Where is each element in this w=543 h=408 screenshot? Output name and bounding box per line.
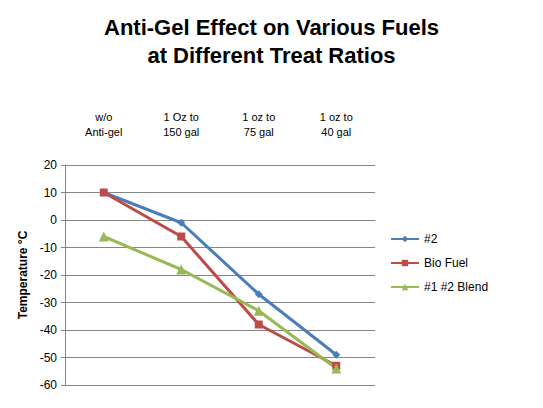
svg-text:1 Oz to: 1 Oz to [164,111,199,123]
svg-text:w/o: w/o [94,111,112,123]
svg-text:1 oz to: 1 oz to [320,111,353,123]
svg-text:-10: -10 [40,241,58,255]
svg-text:#2: #2 [424,232,438,246]
svg-text:at Different Treat Ratios: at Different Treat Ratios [147,43,395,68]
svg-text:150 gal: 150 gal [163,126,199,138]
svg-text:Temperature °C: Temperature °C [16,230,30,319]
svg-text:#1 #2 Blend: #1 #2 Blend [424,280,488,294]
svg-text:40 gal: 40 gal [321,126,351,138]
svg-text:Anti-gel: Anti-gel [85,126,122,138]
svg-text:0: 0 [50,213,57,227]
svg-text:10: 10 [44,186,58,200]
svg-text:-40: -40 [40,323,58,337]
svg-text:Anti-Gel Effect on Various Fue: Anti-Gel Effect on Various Fuels [104,15,439,40]
svg-text:75 gal: 75 gal [244,126,274,138]
svg-text:-30: -30 [40,296,58,310]
svg-text:-20: -20 [40,268,58,282]
svg-text:20: 20 [44,158,58,172]
svg-text:1 oz to: 1 oz to [242,111,275,123]
svg-text:-60: -60 [40,378,58,392]
svg-text:Bio Fuel: Bio Fuel [424,256,468,270]
svg-text:-50: -50 [40,351,58,365]
